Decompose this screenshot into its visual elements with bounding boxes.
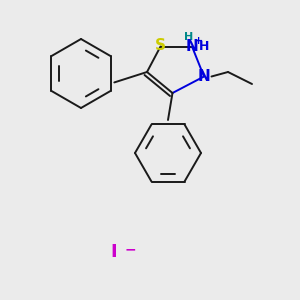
Text: H: H xyxy=(184,32,193,42)
Text: I: I xyxy=(111,243,117,261)
Text: +: + xyxy=(194,36,203,46)
Text: S: S xyxy=(155,38,166,53)
Text: −: − xyxy=(125,242,136,256)
Text: N: N xyxy=(186,39,198,54)
Text: N: N xyxy=(198,69,210,84)
Text: H: H xyxy=(199,40,209,53)
